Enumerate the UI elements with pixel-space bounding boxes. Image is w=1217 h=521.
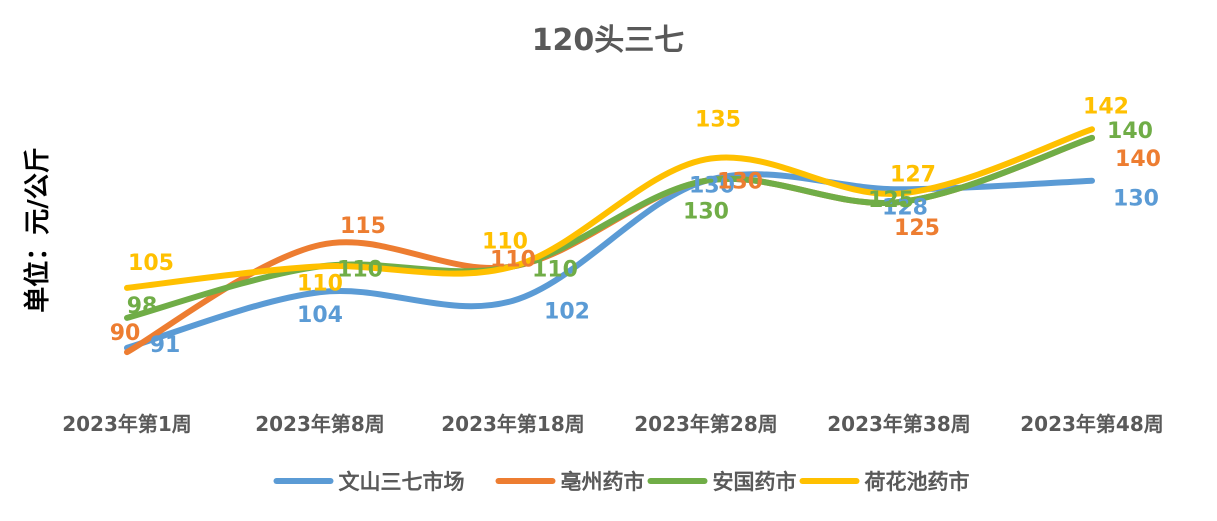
series-line bbox=[124, 134, 1095, 321]
y-axis-label: 单位：元/公斤 bbox=[22, 147, 53, 313]
data-label: 104 bbox=[297, 303, 343, 328]
data-label: 115 bbox=[340, 214, 386, 239]
legend-item: 文山三七市场 bbox=[273, 470, 465, 494]
data-label: 140 bbox=[1107, 119, 1153, 144]
data-label: 142 bbox=[1083, 94, 1129, 119]
data-label: 130 bbox=[717, 170, 763, 195]
legend-label: 安国药市 bbox=[713, 470, 797, 494]
data-label: 125 bbox=[868, 188, 914, 213]
x-tick-label: 2023年第8周 bbox=[255, 412, 385, 436]
data-label: 110 bbox=[490, 247, 536, 272]
x-tick-label: 2023年第28周 bbox=[634, 412, 778, 436]
series-line bbox=[124, 126, 1095, 291]
data-label: 110 bbox=[482, 229, 528, 254]
legend: 文山三七市场 亳州药市 安国药市 荷花池药市 bbox=[273, 470, 970, 494]
x-tick-label: 2023年第48周 bbox=[1020, 412, 1164, 436]
x-axis-ticks: 2023年第1周 2023年第8周 2023年第18周 2023年第28周 2023年第… bbox=[62, 412, 1164, 436]
data-label: 140 bbox=[1115, 147, 1161, 172]
data-label: 135 bbox=[695, 107, 741, 132]
series-line bbox=[124, 134, 1095, 356]
data-label: 130 bbox=[1113, 187, 1159, 212]
legend-label: 亳州药市 bbox=[561, 470, 645, 494]
x-tick-label: 2023年第38周 bbox=[827, 412, 971, 436]
data-label: 110 bbox=[337, 257, 383, 282]
data-label: 102 bbox=[544, 300, 590, 325]
data-label: 127 bbox=[890, 163, 936, 188]
data-label: 125 bbox=[894, 216, 940, 241]
data-label: 90 bbox=[110, 321, 141, 346]
legend-label: 荷花池药市 bbox=[865, 470, 970, 494]
x-tick-label: 2023年第18周 bbox=[441, 412, 585, 436]
x-tick-label: 2023年第1周 bbox=[62, 412, 192, 436]
data-label: 130 bbox=[689, 174, 735, 199]
data-label: 130 bbox=[683, 200, 729, 225]
series-lines bbox=[124, 126, 1095, 356]
data-label: 105 bbox=[128, 251, 174, 276]
data-label: 128 bbox=[882, 195, 928, 220]
data-label: 91 bbox=[150, 333, 181, 358]
chart-title: 120头三七 bbox=[532, 23, 685, 58]
legend-item: 亳州药市 bbox=[495, 470, 645, 494]
legend-item: 荷花池药市 bbox=[799, 470, 970, 494]
data-label: 110 bbox=[532, 257, 578, 282]
legend-label: 文山三七市场 bbox=[339, 470, 465, 494]
data-label: 110 bbox=[297, 271, 343, 296]
data-label: 98 bbox=[127, 294, 158, 319]
legend-item: 安国药市 bbox=[647, 470, 797, 494]
